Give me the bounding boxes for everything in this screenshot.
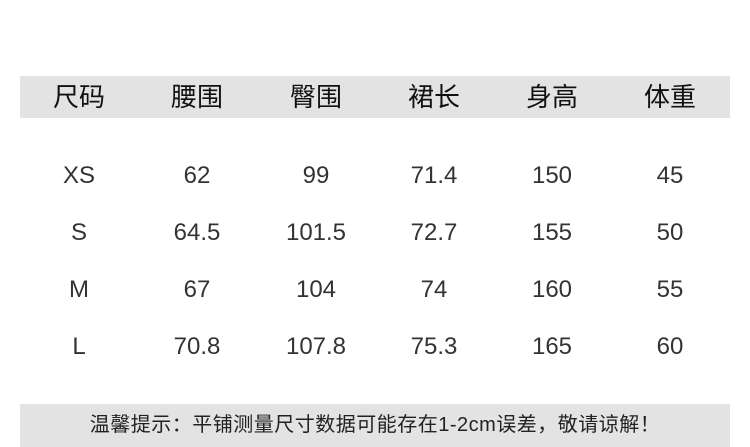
table-cell: S <box>70 219 87 246</box>
table-cell: 160 <box>531 276 573 303</box>
note: 温馨提示：平铺测量尺寸数据可能存在1-2cm误差，敬请谅解！ <box>89 414 661 436</box>
table-cell: 101.5 <box>285 219 347 246</box>
table-cell: 150 <box>531 162 573 189</box>
table-cell: 60 <box>656 333 684 360</box>
header-cell: 臀围 <box>289 82 342 112</box>
table-cell: 45 <box>656 162 684 189</box>
table-cell: 71.4 <box>410 162 458 189</box>
table-cell: L <box>72 333 86 360</box>
table-cell: 165 <box>531 333 573 360</box>
header-band <box>20 76 730 118</box>
table-cell: 74 <box>420 276 448 303</box>
table-cell: XS <box>62 162 95 189</box>
table-cell: 72.7 <box>410 219 458 246</box>
table-cell: M <box>69 276 89 303</box>
header-cell: 身高 <box>525 82 578 112</box>
table-cell: 62 <box>183 162 211 189</box>
table-cell: 67 <box>183 276 211 303</box>
header-cell: 腰围 <box>170 82 223 112</box>
table-cell: 55 <box>656 276 684 303</box>
header-cell: 尺码 <box>52 82 105 112</box>
table-cell: 107.8 <box>285 333 347 360</box>
table-cell: 75.3 <box>410 333 458 360</box>
header-cell: 体重 <box>643 82 696 112</box>
header-cell: 裙长 <box>407 82 460 112</box>
table-cell: 50 <box>656 219 684 246</box>
table-cell: 104 <box>295 276 337 303</box>
table-cell: 99 <box>302 162 330 189</box>
note-band <box>20 404 730 447</box>
table-cell: 70.8 <box>173 333 221 360</box>
table-cell: 64.5 <box>173 219 221 246</box>
table-cell: 155 <box>531 219 573 246</box>
